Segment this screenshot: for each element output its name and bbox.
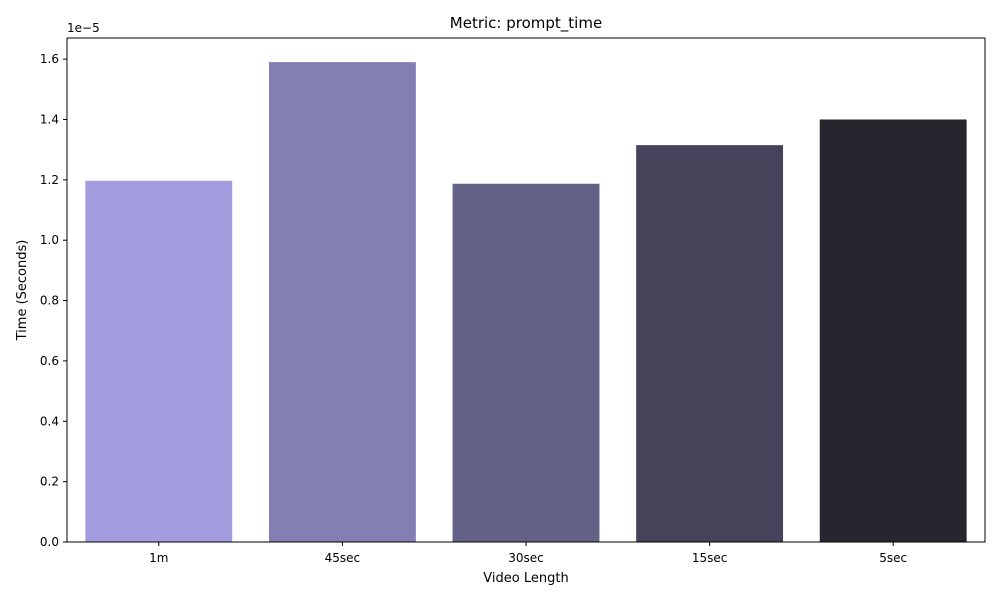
x-tick-label: 45sec bbox=[325, 551, 361, 565]
y-tick-label: 1.0 bbox=[40, 233, 59, 247]
y-axis-label: Time (Seconds) bbox=[15, 240, 30, 342]
bar-45sec bbox=[268, 62, 416, 543]
chart-title: Metric: prompt_time bbox=[450, 14, 602, 33]
y-tick-label: 0.2 bbox=[40, 475, 59, 489]
bar-1m bbox=[85, 180, 233, 542]
x-ticks-group: 1m 45sec 30sec 15sec 5sec bbox=[149, 542, 907, 565]
y-tick-label: 0.4 bbox=[40, 414, 59, 428]
y-ticks-group: 0.0 0.2 0.4 0.6 0.8 1.0 1.2 1.4 1.6 bbox=[40, 52, 67, 549]
bar-5sec bbox=[819, 119, 967, 542]
plot-frame bbox=[66, 37, 986, 543]
bar-15sec bbox=[636, 145, 784, 542]
bars-group bbox=[85, 62, 967, 543]
y-tick-label: 0.0 bbox=[40, 535, 59, 549]
x-tick-label: 30sec bbox=[508, 551, 544, 565]
x-tick-label: 5sec bbox=[879, 551, 907, 565]
bar-30sec bbox=[452, 183, 600, 542]
y-tick-label: 1.4 bbox=[40, 112, 59, 126]
y-tick-label: 1.6 bbox=[40, 52, 59, 66]
y-tick-label: 1.2 bbox=[40, 173, 59, 187]
y-tick-label: 0.8 bbox=[40, 294, 59, 308]
x-axis-label: Video Length bbox=[483, 571, 568, 586]
y-tick-label: 0.6 bbox=[40, 354, 59, 368]
y-axis-offset-label: 1e−5 bbox=[67, 21, 100, 35]
x-tick-label: 15sec bbox=[692, 551, 728, 565]
x-tick-label: 1m bbox=[149, 551, 168, 565]
